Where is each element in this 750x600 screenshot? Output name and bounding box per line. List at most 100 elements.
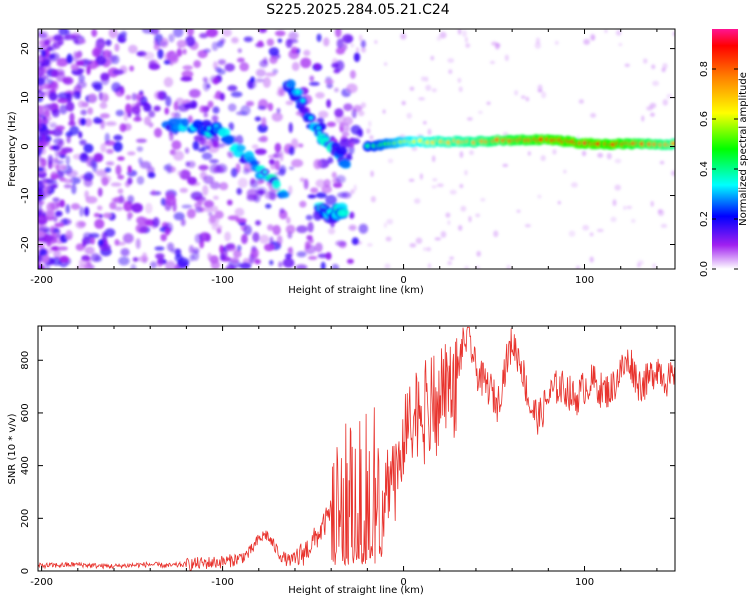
heatmap-noise-blob: [537, 84, 543, 92]
heatmap-branch-blob: [192, 119, 204, 130]
heatmap-noise-blob: [186, 208, 196, 219]
heatmap-branch-blob: [335, 146, 348, 156]
heatmap-noise-blob: [49, 122, 58, 129]
heatmap-noise-blob: [38, 190, 43, 198]
heatmap-noise-blob: [415, 237, 423, 244]
y-tick-label: 400: [20, 456, 31, 475]
heatmap-noise-blob: [84, 246, 95, 255]
heatmap-noise-blob: [154, 33, 163, 42]
heatmap-noise-blob: [480, 197, 486, 202]
heatmap-noise-blob: [202, 206, 213, 212]
heatmap-noise-blob: [457, 225, 463, 231]
heatmap-noise-blob: [257, 40, 264, 47]
heatmap-noise-blob: [113, 196, 126, 204]
heatmap-noise-blob: [113, 134, 123, 141]
heatmap-noise-blob: [618, 42, 623, 47]
heatmap-noise-blob: [176, 39, 187, 48]
heatmap-noise-blob: [431, 185, 437, 189]
heatmap-noise-blob: [201, 119, 212, 127]
heatmap-noise-blob: [447, 261, 453, 266]
heatmap-branch-core: [262, 170, 267, 174]
heatmap-noise-blob: [307, 255, 318, 261]
heatmap-noise-blob: [406, 112, 413, 119]
heatmap-noise-blob: [368, 120, 372, 127]
heatmap-noise-blob: [657, 209, 663, 214]
heatmap-noise-blob: [233, 249, 242, 258]
heatmap-noise-blob: [350, 140, 355, 147]
heatmap-noise-blob: [224, 63, 235, 72]
heatmap-noise-blob: [160, 233, 167, 242]
heatmap-noise-blob: [99, 102, 108, 109]
heatmap-noise-blob: [38, 196, 42, 203]
heatmap-noise-blob: [642, 58, 648, 64]
heatmap-noise-blob: [72, 91, 81, 99]
heatmap-noise-blob: [299, 177, 305, 183]
heatmap-noise-blob: [80, 109, 88, 116]
heatmap-noise-blob: [290, 46, 298, 54]
heatmap-noise-blob: [331, 171, 337, 179]
heatmap-noise-blob: [127, 177, 133, 185]
heatmap-noise-blob: [348, 224, 357, 231]
heatmap-noise-blob: [110, 182, 122, 187]
heatmap-noise-blob: [227, 85, 238, 92]
heatmap-noise-blob: [74, 52, 82, 59]
heatmap-noise-blob: [606, 152, 612, 160]
heatmap-noise-blob: [39, 249, 48, 257]
heatmap-noise-blob: [486, 101, 491, 105]
heatmap-noise-blob: [493, 230, 499, 238]
heatmap-noise-blob: [44, 110, 51, 118]
heatmap-noise-blob: [345, 155, 353, 161]
heatmap-noise-blob: [59, 199, 65, 208]
heatmap-noise-blob: [295, 264, 308, 269]
heatmap-noise-blob: [413, 198, 421, 204]
heatmap-noise-blob: [153, 105, 161, 112]
heatmap-noise-blob: [331, 263, 340, 269]
heatmap-noise-blob: [332, 182, 343, 188]
heatmap-noise-blob: [177, 257, 190, 268]
heatmap-noise-blob: [42, 234, 55, 242]
heatmap-noise-blob: [227, 150, 235, 158]
heatmap-noise-blob: [65, 29, 71, 36]
heatmap-noise-blob: [38, 123, 43, 130]
heatmap-noise-blob: [222, 29, 232, 37]
heatmap-noise-blob: [48, 53, 56, 59]
heatmap-noise-blob: [231, 37, 239, 44]
heatmap-noise-blob: [447, 58, 455, 63]
heatmap-noise-blob: [198, 164, 209, 171]
heatmap-noise-blob: [279, 208, 285, 214]
heatmap-noise-blob: [69, 125, 80, 136]
heatmap-noise-blob: [70, 203, 81, 210]
heatmap-noise-blob: [235, 134, 244, 146]
heatmap-noise-blob: [464, 265, 469, 269]
heatmap-noise-blob: [57, 159, 64, 165]
heatmap-branch-blob: [286, 79, 296, 89]
heatmap-noise-blob: [46, 202, 56, 213]
heatmap-noise-blob: [132, 257, 139, 262]
heatmap-noise-blob: [261, 116, 267, 128]
heatmap-noise-blob: [207, 100, 214, 108]
heatmap-noise-blob: [169, 130, 174, 142]
heatmap-noise-blob: [430, 55, 435, 61]
heatmap-noise-blob: [334, 87, 339, 93]
heatmap-noise-blob: [243, 224, 252, 236]
heatmap-noise-blob: [313, 159, 322, 170]
heatmap-noise-blob: [212, 195, 219, 200]
heatmap-noise-blob: [440, 231, 447, 238]
heatmap-noise-blob: [62, 218, 68, 226]
heatmap-noise-blob: [352, 104, 363, 112]
heatmap-noise-blob: [38, 264, 42, 269]
heatmap-noise-blob: [341, 191, 352, 199]
heatmap-noise-blob: [309, 81, 320, 86]
heatmap-noise-blob: [38, 255, 43, 262]
heatmap-noise-blob: [53, 248, 61, 260]
heatmap-noise-blob: [41, 115, 47, 120]
heatmap-noise-blob: [52, 197, 60, 203]
chart-title: S225.2025.284.05.21.C24: [266, 2, 450, 18]
heatmap-noise-blob: [78, 131, 83, 139]
heatmap-noise-blob: [431, 88, 437, 93]
heatmap-noise-blob: [353, 184, 357, 192]
heatmap-noise-blob: [96, 205, 103, 211]
heatmap-noise-blob: [91, 29, 98, 38]
heatmap-noise-blob: [514, 89, 519, 96]
heatmap-noise-blob: [361, 47, 367, 53]
